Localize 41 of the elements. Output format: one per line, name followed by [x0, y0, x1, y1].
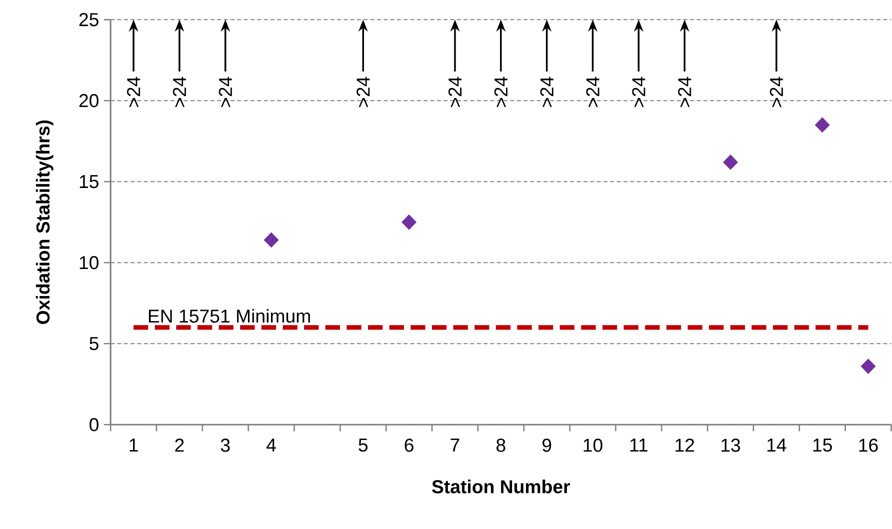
point	[264, 232, 279, 248]
point	[723, 154, 738, 170]
y-tick-label: 10	[80, 256, 98, 270]
x-tick-label: 4	[266, 438, 276, 452]
x-tick-label: 14	[767, 438, 786, 452]
annotation: >24	[218, 77, 232, 108]
annotation: >24	[632, 77, 646, 108]
ref-line-label: EN 15751 Minimum	[148, 309, 310, 323]
x-axis-title: Station Number	[432, 480, 570, 494]
y-tick-label: 5	[90, 337, 98, 350]
point	[860, 358, 876, 374]
annotation: >24	[356, 77, 370, 108]
annotation: >24	[172, 77, 186, 108]
annotation: >24	[678, 77, 692, 108]
y-tick-label: 0	[90, 418, 98, 432]
x-tick-label: 12	[676, 438, 694, 452]
annotation: >24	[448, 77, 462, 108]
x-tick-label: 6	[404, 438, 414, 452]
x-tick-label: 7	[450, 438, 460, 452]
x-tick-label: 13	[722, 438, 740, 452]
annotation: >24	[127, 77, 140, 108]
x-tick-label: 10	[584, 438, 602, 452]
annotation: >24	[586, 77, 600, 108]
x-tick-label: 3	[220, 438, 230, 452]
x-tick-label: 1	[130, 438, 138, 452]
x-tick-label: 11	[630, 438, 648, 452]
x-tick-label: 16	[859, 438, 878, 452]
annotation: >24	[494, 77, 508, 108]
y-tick-label: 25	[79, 13, 98, 26]
y-tick-label: 15	[80, 175, 98, 188]
x-tick-label: 8	[496, 438, 506, 452]
y-tick-label: 20	[79, 94, 98, 108]
annotation: >24	[540, 77, 554, 108]
x-tick-label: 15	[813, 438, 832, 452]
x-tick-label: 5	[358, 438, 368, 452]
y-axis-title: Oxidation Stability(hrs)	[36, 120, 54, 324]
x-tick-label: 2	[175, 438, 184, 452]
point	[814, 118, 830, 133]
x-tick-label: 9	[542, 438, 552, 452]
annotation: >24	[770, 77, 783, 108]
point	[402, 214, 416, 230]
